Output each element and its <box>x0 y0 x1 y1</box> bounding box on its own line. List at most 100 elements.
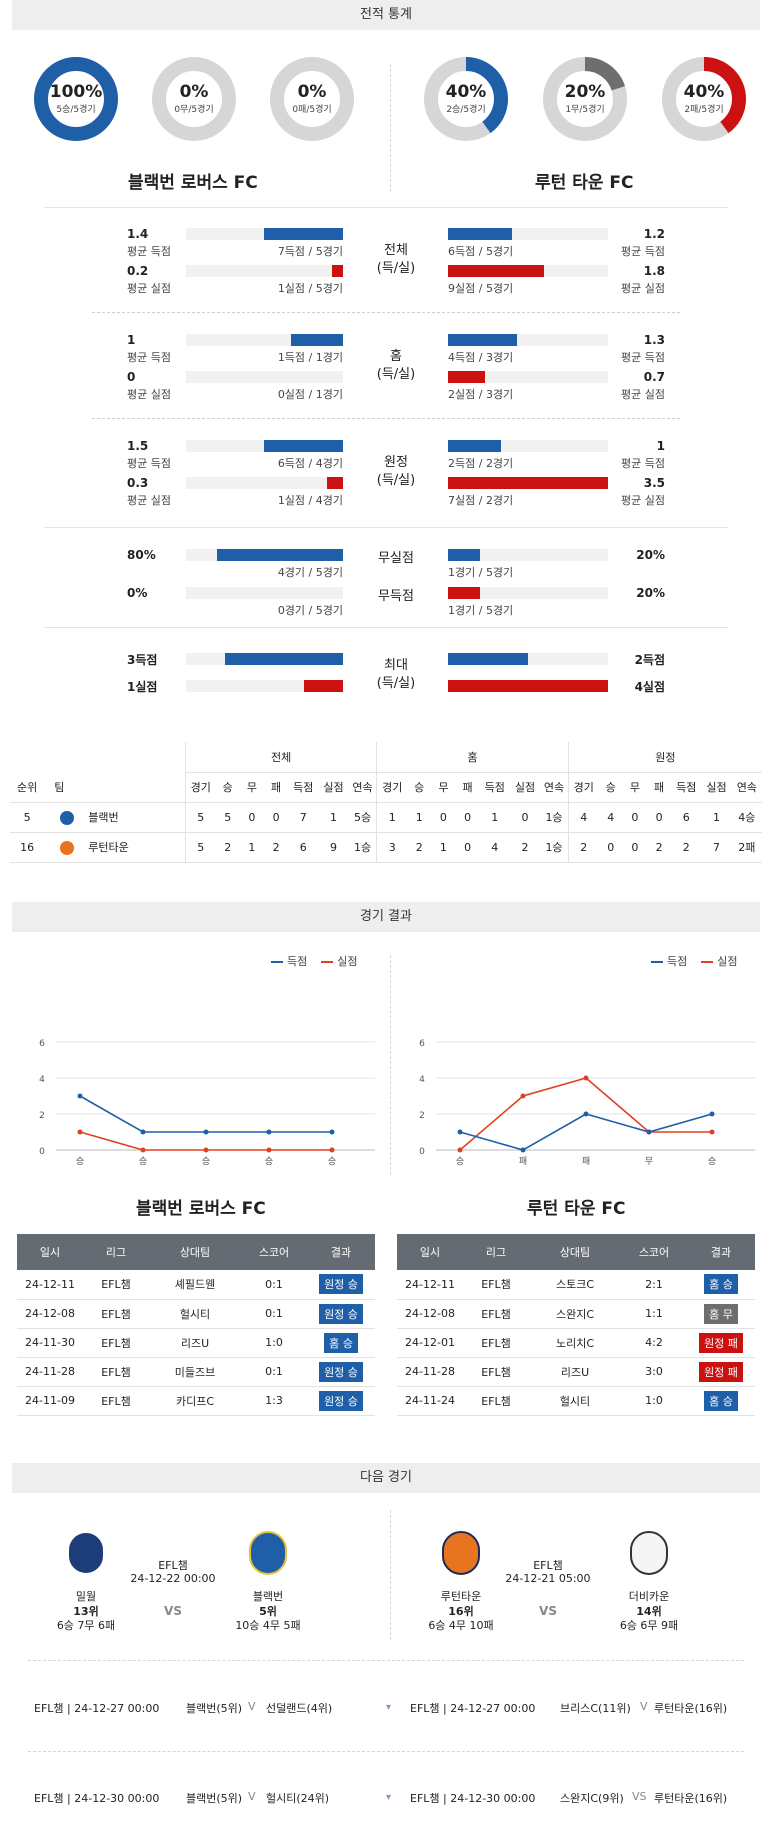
standings-col-header: 연속 <box>348 772 377 803</box>
standings-cell: 0 <box>264 802 289 833</box>
chart-x-tick: 패 <box>582 1156 590 1167</box>
results-cell: 노리치C <box>529 1328 621 1358</box>
standings-cell: 5승 <box>348 802 377 833</box>
legend-goals-label: 득점 <box>667 955 688 968</box>
upcoming-team: 루턴타운(16위) <box>654 1702 728 1715</box>
away-bar-caption: 2득점 / 2경기 <box>448 457 514 470</box>
home-bar-track <box>186 680 343 692</box>
away-stat-value: 1.2 <box>643 227 665 241</box>
away-bar-track <box>448 587 608 599</box>
results-row: 24-11-28 EFL챔 리즈U 3:0 원정 패 <box>397 1357 755 1387</box>
donut-fill <box>662 57 746 141</box>
upcoming-vs: V <box>248 1790 256 1803</box>
expand-chevron-icon[interactable]: ▾ <box>386 1792 392 1803</box>
results-col-header: 결과 <box>307 1234 375 1270</box>
standings-group-row: 전체 홈 원정 <box>10 742 762 773</box>
standings-cell: 4 <box>567 802 599 833</box>
home-stat-value: 1 <box>127 333 136 347</box>
results-cell: 리즈U <box>149 1328 241 1358</box>
luton-crest-icon <box>442 1531 480 1575</box>
results-outcome: 원정 승 <box>307 1299 375 1329</box>
results-col-header: 리그 <box>83 1234 149 1270</box>
result-badge: 원정 승 <box>319 1361 363 1382</box>
next-team-rank: 13위 <box>73 1605 99 1618</box>
chart-point <box>646 1129 652 1135</box>
next-team-name: 루턴타운 <box>440 1590 482 1603</box>
results-cell: 1:0 <box>621 1386 687 1416</box>
away-stat-value: 3.5 <box>643 476 665 490</box>
next-team-record: 6승 6무 9패 <box>619 1619 679 1632</box>
away-stat-value: 1.8 <box>643 264 665 278</box>
donut-track <box>270 57 354 141</box>
max-group-title: 최대 <box>384 658 408 673</box>
away-max-value: 4실점 <box>634 680 665 694</box>
chart-point <box>583 1111 589 1117</box>
home-bar-caption: 6득점 / 4경기 <box>277 457 343 470</box>
results-outcome: 홈 무 <box>687 1299 755 1329</box>
chart-point <box>140 1129 146 1135</box>
upcoming-date: EFL챔 | 24-12-30 00:00 <box>34 1792 160 1805</box>
results-cell: 리즈U <box>529 1357 621 1387</box>
stat-group-label: 원정 (득/실) <box>356 454 436 490</box>
standings-col-header: 패 <box>646 772 672 803</box>
results-row: 24-11-30 EFL챔 리즈U 1:0 홈 승 <box>17 1328 375 1358</box>
home-stat-label: 평균 실점 <box>127 282 171 295</box>
standings-cell: 1 <box>701 802 732 833</box>
standings-cell: 0 <box>646 802 672 833</box>
results-section-header: 경기 결과 <box>12 902 760 932</box>
max-group-sub: (득/실) <box>376 676 416 691</box>
results-cell: 0:1 <box>241 1270 307 1300</box>
millwall-crest-icon <box>67 1531 105 1575</box>
home-stat-value: 0 <box>127 370 136 384</box>
expand-chevron-icon[interactable]: ▾ <box>386 1702 392 1713</box>
results-cell: 스완지C <box>529 1299 621 1329</box>
standings-cell: 0 <box>509 802 541 833</box>
standings-team: 루턴타운 <box>44 832 186 863</box>
chart-y-tick: 6 <box>39 1039 45 1049</box>
home-nil-value: 80% <box>127 548 156 562</box>
standings-col-header: 팀 <box>44 772 186 803</box>
standings-cell: 1승 <box>348 832 377 863</box>
standings-cell: 16 <box>10 832 45 863</box>
stat-group-title: 홈 <box>390 349 402 364</box>
home-stat-label: 평균 실점 <box>127 388 171 401</box>
stats-section-header: 전적 통계 <box>12 0 760 30</box>
results-outcome: 원정 승 <box>307 1357 375 1387</box>
chart-point <box>140 1147 146 1153</box>
results-cell: 헐시티 <box>529 1386 621 1416</box>
donut-subtitle: 0무/5경기 <box>174 105 214 115</box>
results-cell: EFL챔 <box>463 1386 529 1416</box>
standings-col-header: 연속 <box>731 772 762 803</box>
standings-col-header: 순위 <box>10 772 45 803</box>
chart-y-tick: 0 <box>39 1147 45 1157</box>
team-divider <box>390 64 391 192</box>
home-results-title: 블랙번 로버스 FC <box>136 1199 266 1219</box>
stat-group-title: 원정 <box>384 455 408 470</box>
results-cell: 0:1 <box>241 1299 307 1329</box>
home-bar-caption: 7득점 / 5경기 <box>277 245 343 258</box>
home-stat-label: 평균 득점 <box>127 457 171 470</box>
standings-cell: 7 <box>288 802 319 833</box>
results-cell: EFL챔 <box>83 1328 149 1358</box>
standings-table: 전체 홈 원정 순위 팀 경기 승 무 패 득점 실점 연속 경기 승 무 패 득점 실점 연속 경기 승 무 패 득점 실점 연… <box>10 742 762 863</box>
away-bar-caption: 7실점 / 2경기 <box>448 494 514 507</box>
results-cell: 헐시티 <box>149 1299 241 1329</box>
standings-header-row: 순위 팀 경기 승 무 패 득점 실점 연속 경기 승 무 패 득점 실점 연속 경기 승 무 패 득점 실점 연속 <box>10 772 762 803</box>
donut-percent: 100% <box>49 82 103 102</box>
chart-x-tick: 승 <box>708 1156 716 1167</box>
results-cell: EFL챔 <box>83 1299 149 1329</box>
away-stat-value: 0.7 <box>643 370 665 384</box>
results-cell: 24-11-24 <box>397 1386 463 1416</box>
donut-subtitle: 2승/5경기 <box>446 105 486 115</box>
results-outcome: 홈 승 <box>687 1270 755 1300</box>
results-cell: 24-11-30 <box>17 1328 83 1358</box>
home-donut-text-0: 100% 5승/5경기 <box>34 82 118 115</box>
standings-cell: 1 <box>318 802 349 833</box>
home-bar-caption: 4경기 / 5경기 <box>277 566 343 579</box>
results-cell: 4:2 <box>621 1328 687 1358</box>
next-section-header: 다음 경기 <box>12 1463 760 1493</box>
results-cell: 카디프C <box>149 1386 241 1416</box>
results-cell: EFL챔 <box>83 1386 149 1416</box>
home-stat-value: 0.3 <box>127 476 149 490</box>
standings-cell: 0 <box>622 802 647 833</box>
